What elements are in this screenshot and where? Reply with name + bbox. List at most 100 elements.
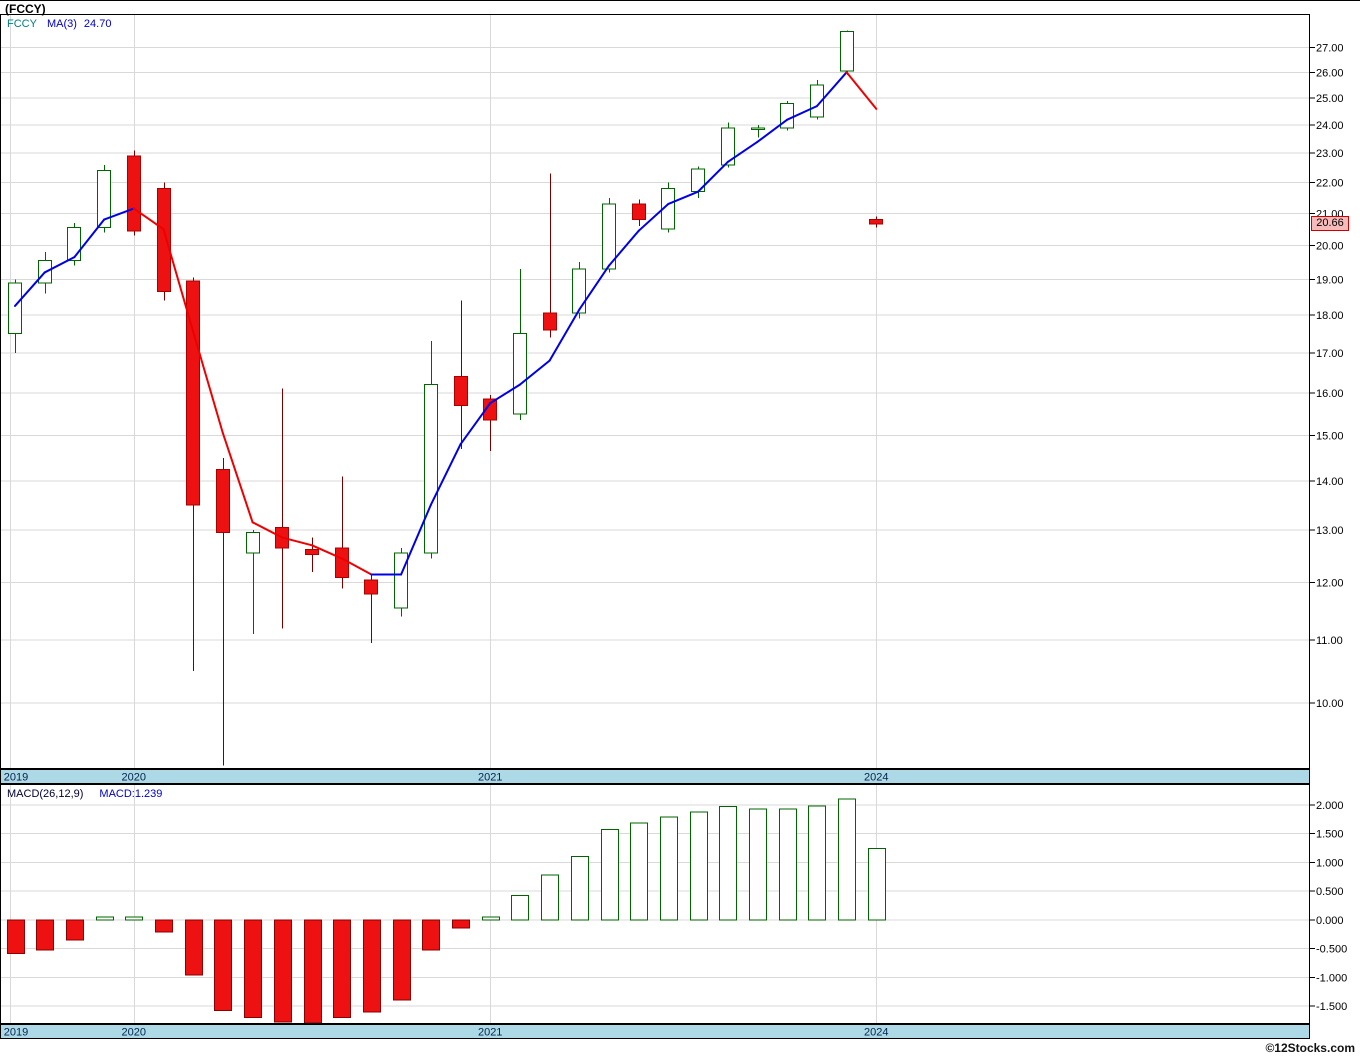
macd-bar bbox=[779, 808, 797, 921]
candlestick-body bbox=[869, 219, 883, 225]
ma-line-segment bbox=[815, 71, 848, 108]
candlestick-body bbox=[424, 384, 438, 554]
macd-bar bbox=[868, 848, 886, 921]
candlestick-body bbox=[483, 398, 497, 421]
ma-line-segment bbox=[489, 383, 521, 405]
macd-axis-label: 1.000 bbox=[1316, 857, 1344, 869]
ma-indicator-value: 24.70 bbox=[83, 18, 112, 30]
macd-axis-label: 2.000 bbox=[1316, 800, 1344, 812]
macd-bar bbox=[630, 822, 648, 921]
macd-axis-label: -1.500 bbox=[1316, 1001, 1347, 1013]
macd-bar bbox=[422, 919, 440, 951]
macd-bar bbox=[244, 919, 262, 1019]
last-price-tag: 20.66 bbox=[1311, 216, 1349, 232]
ma-line-segment bbox=[608, 229, 640, 267]
watermark: ©12Stocks.com bbox=[1265, 1041, 1355, 1055]
candlestick-body bbox=[127, 155, 141, 232]
macd-bar bbox=[601, 829, 619, 921]
price-axis-label: 15.00 bbox=[1316, 430, 1344, 442]
price-axis-label: 26.00 bbox=[1316, 67, 1344, 79]
macd-bar bbox=[7, 919, 25, 954]
price-axis-label: 23.00 bbox=[1316, 148, 1344, 160]
x-axis-band bbox=[0, 769, 1310, 784]
price-axis-label: 20.00 bbox=[1316, 240, 1344, 252]
ma-line-segment bbox=[756, 118, 789, 143]
price-panel-legend: FCCY MA(3) 24.70 bbox=[7, 18, 111, 30]
page-title: (FCCY) bbox=[5, 2, 46, 16]
price-axis-label: 10.00 bbox=[1316, 698, 1344, 710]
candlestick-body bbox=[751, 127, 765, 130]
macd-bar bbox=[36, 919, 54, 951]
price-axis-label: 17.00 bbox=[1316, 348, 1344, 360]
ma-line-segment bbox=[132, 207, 165, 231]
symbol-label: FCCY bbox=[7, 18, 37, 30]
price-axis-label: 18.00 bbox=[1316, 310, 1344, 322]
candlestick-body bbox=[305, 548, 319, 556]
macd-bar bbox=[333, 919, 351, 1019]
candlestick-body bbox=[543, 312, 557, 331]
macd-bar bbox=[838, 798, 856, 921]
year-label: 2020 bbox=[122, 772, 146, 784]
ma-line-segment bbox=[697, 160, 729, 193]
year-label: 2020 bbox=[122, 1027, 146, 1039]
year-label: 2021 bbox=[478, 1027, 502, 1039]
ma-line-segment bbox=[311, 544, 343, 560]
macd-axis-label: 0.000 bbox=[1316, 915, 1344, 927]
ma-line-segment bbox=[667, 190, 700, 205]
candlestick-body bbox=[602, 203, 616, 270]
macd-bar bbox=[660, 816, 678, 921]
panel-border bbox=[0, 14, 1310, 769]
ma-line-segment bbox=[73, 218, 106, 259]
price-axis-label: 24.00 bbox=[1316, 120, 1344, 132]
year-label: 2019 bbox=[4, 772, 28, 784]
macd-axis-label: -1.000 bbox=[1316, 972, 1347, 984]
x-axis-band bbox=[0, 1024, 1310, 1039]
ma-line-segment bbox=[221, 432, 254, 524]
ma-line-segment bbox=[340, 557, 373, 576]
ma-line-segment bbox=[429, 443, 462, 506]
year-label: 2019 bbox=[4, 1027, 28, 1039]
macd-bar bbox=[393, 919, 411, 1001]
candlestick-body bbox=[572, 268, 586, 314]
top-border bbox=[0, 0, 1360, 1]
macd-bar bbox=[304, 919, 322, 1024]
macd-bar bbox=[511, 894, 529, 921]
ma-line-segment bbox=[43, 256, 76, 274]
ma-line-segment bbox=[578, 264, 610, 311]
candlestick-body bbox=[335, 547, 349, 578]
candlestick-body bbox=[632, 203, 646, 221]
ma-line-segment bbox=[459, 402, 492, 446]
candlestick-body bbox=[97, 170, 111, 229]
macd-bar bbox=[808, 805, 826, 921]
ma-line-segment bbox=[162, 228, 195, 333]
macd-bar bbox=[96, 916, 114, 921]
ma-indicator-label: MA(3) bbox=[46, 18, 77, 30]
macd-panel-legend: MACD(26,12,9) MACD:1.239 bbox=[7, 788, 162, 800]
price-axis-label: 11.00 bbox=[1316, 635, 1343, 647]
candlestick-body bbox=[67, 227, 81, 262]
ma-line-segment bbox=[845, 71, 878, 110]
year-label: 2021 bbox=[478, 772, 502, 784]
macd-indicator-value: MACD:1.239 bbox=[99, 788, 163, 800]
ma-line-segment bbox=[251, 521, 284, 539]
price-axis-label: 12.00 bbox=[1316, 578, 1344, 590]
macd-bar bbox=[155, 919, 173, 933]
macd-bar bbox=[749, 808, 767, 921]
macd-bar bbox=[452, 919, 470, 929]
candlestick-body bbox=[246, 531, 260, 554]
macd-bar bbox=[690, 811, 708, 921]
candlestick-body bbox=[721, 127, 735, 166]
candlestick-body bbox=[394, 552, 408, 609]
macd-bar bbox=[363, 919, 381, 1013]
ma-line-segment bbox=[192, 330, 224, 435]
ma-line-segment bbox=[786, 105, 818, 121]
macd-axis-label: 1.500 bbox=[1316, 829, 1344, 841]
year-label: 2024 bbox=[864, 1027, 888, 1039]
candlestick-body bbox=[810, 84, 824, 118]
macd-bar bbox=[214, 919, 232, 1011]
candlestick-body bbox=[513, 333, 527, 415]
price-axis-label: 25.00 bbox=[1316, 93, 1344, 105]
macd-bar bbox=[719, 806, 737, 921]
year-label: 2024 bbox=[864, 772, 888, 784]
